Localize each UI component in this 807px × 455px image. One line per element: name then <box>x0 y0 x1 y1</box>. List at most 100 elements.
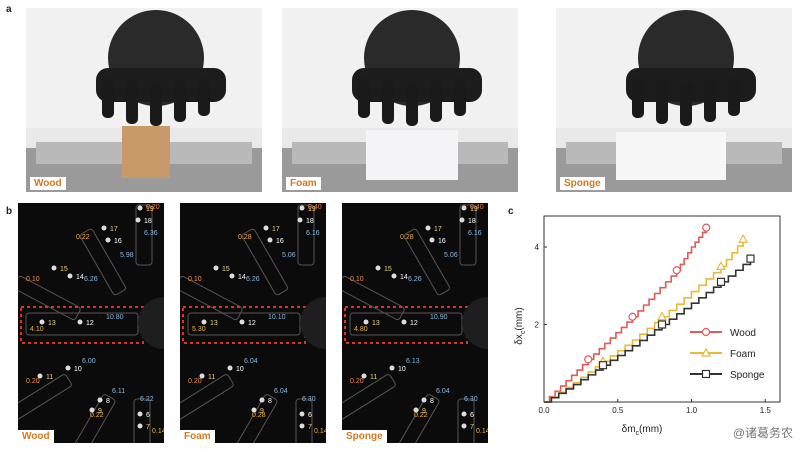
sensor-value-15: 0.10 <box>350 276 364 283</box>
sensor-value-13: 4.10 <box>30 326 44 333</box>
x-tick-label: 1.5 <box>760 406 772 415</box>
sensor-id-7: 7 <box>308 424 312 431</box>
sensor-dot-17 <box>101 225 107 231</box>
sensor-dot-9 <box>89 407 95 413</box>
sensor-id-11: 11 <box>46 374 53 381</box>
wood-block <box>122 126 170 178</box>
finger-strip <box>404 228 450 296</box>
sensor-id-16: 16 <box>438 238 446 245</box>
finger-strip <box>80 228 126 296</box>
finger-strip <box>135 204 153 266</box>
sensor-dot-8 <box>259 397 265 403</box>
tactile-label-wood: Wood <box>18 430 54 443</box>
sensor-id-19: 19 <box>146 206 154 213</box>
sensor-dot-8 <box>421 397 427 403</box>
panel-a-letter: a <box>6 4 12 15</box>
photo-wood: Wood <box>26 8 262 192</box>
sensor-value-14: 6.26 <box>84 276 98 283</box>
tactile-sensor-map: 6 6.30 70.14 86.04 90.22 106.13 11 0.20 12 10.90 1… <box>342 204 488 443</box>
sensor-id-10: 10 <box>74 366 82 373</box>
photo-label-sponge: Sponge <box>560 177 605 190</box>
sensor-dot-9 <box>413 407 419 413</box>
sensor-dot-10 <box>227 365 233 371</box>
finger-strip <box>459 204 477 266</box>
sensor-id-13: 13 <box>210 320 218 327</box>
sensor-value-6: 6.30 <box>302 396 316 403</box>
highlight-box <box>182 306 306 344</box>
sensor-dot-11 <box>37 373 43 379</box>
legend-label-foam: Foam <box>730 349 756 360</box>
data-point-sponge <box>716 277 726 286</box>
y-axis-label: δxc(mm) <box>514 307 527 344</box>
sensor-id-9: 9 <box>422 408 426 415</box>
sensor-value-19: 0.40 <box>308 204 322 211</box>
sensor-value-10: 6.04 <box>244 358 258 365</box>
photo-sponge: Sponge <box>556 8 792 192</box>
sensor-dot-11 <box>361 373 367 379</box>
sensor-dot-7 <box>299 423 305 429</box>
sensor-id-8: 8 <box>106 398 110 405</box>
sensor-value-8: 6.04 <box>274 388 288 395</box>
x-axis-label: δmc(mm) <box>622 424 663 437</box>
data-point-sponge <box>598 361 608 370</box>
sensor-id-15: 15 <box>60 266 68 273</box>
data-point-wood <box>672 266 681 275</box>
sensor-value-13: 4.80 <box>354 326 368 333</box>
legend-marker-sponge <box>701 369 711 379</box>
sensor-dot-12 <box>77 319 83 325</box>
sensor-id-10: 10 <box>236 366 244 373</box>
sensor-value-13: 5.30 <box>192 326 206 333</box>
finger-strip <box>74 394 116 443</box>
sensor-id-6: 6 <box>146 412 150 419</box>
sensor-dot-18 <box>297 217 303 223</box>
sensor-value-11: 0.20 <box>188 378 202 385</box>
sensor-dot-10 <box>65 365 71 371</box>
finger-strip <box>236 394 278 443</box>
palm <box>138 297 164 349</box>
sensor-dot-11 <box>199 373 205 379</box>
finger-strip <box>349 312 463 336</box>
x-tick-label: 1.0 <box>686 406 698 415</box>
sensor-id-7: 7 <box>146 424 150 431</box>
sensor-dot-15 <box>213 265 219 271</box>
highlight-box <box>344 306 468 344</box>
sensor-dot-10 <box>389 365 395 371</box>
sensor-dot-6 <box>461 411 467 417</box>
tactile-map-sponge: 6 6.30 7 0.14 8 6.04 9 0.22 10 6.13 11 0.20 12 10.90 1… <box>342 203 488 443</box>
sensor-id-15: 15 <box>384 266 392 273</box>
sensor-value-7: 0.14 <box>314 428 326 435</box>
sensor-dot-17 <box>425 225 431 231</box>
finger-strip <box>342 374 396 422</box>
sensor-dot-18 <box>135 217 141 223</box>
palm <box>300 297 326 349</box>
sensor-dot-7 <box>137 423 143 429</box>
finger-strip <box>342 275 405 321</box>
sensor-value-8: 6.04 <box>436 388 450 395</box>
sensor-id-12: 12 <box>86 320 94 327</box>
sensor-value-11: 0.20 <box>350 378 364 385</box>
finger-strip <box>18 374 72 422</box>
finger-strip <box>295 398 313 443</box>
sensor-value-12: 10.90 <box>430 314 448 321</box>
sensor-id-17: 17 <box>110 226 118 233</box>
sensor-value-7: 0.14 <box>476 428 488 435</box>
sensor-id-11: 11 <box>208 374 215 381</box>
sensor-id-19: 19 <box>470 206 478 213</box>
y-tick-label: 2 <box>535 321 540 330</box>
sensor-id-14: 14 <box>400 274 408 281</box>
sensor-dot-6 <box>299 411 305 417</box>
sensor-dot-18 <box>459 217 465 223</box>
sensor-value-10: 6.00 <box>82 358 96 365</box>
sponge-block <box>616 132 726 180</box>
sensor-id-12: 12 <box>248 320 256 327</box>
sensor-value-17: 0.22 <box>76 234 90 241</box>
legend-label-wood: Wood <box>730 328 756 339</box>
tactile-map-wood: 6 6.22 7 0.14 8 6.11 9 0.22 10 6.00 11 0.20 12 10.80 1… <box>18 203 164 443</box>
sensor-value-7: 0.14 <box>152 428 164 435</box>
data-point-foam <box>656 311 668 321</box>
sensor-dot-15 <box>51 265 57 271</box>
sensor-id-6: 6 <box>308 412 312 419</box>
tactile-sensor-map: 66.3070.1486.0490.28106.04110.201210.101… <box>180 204 326 443</box>
data-point-wood <box>702 223 711 232</box>
robot-hand-photo <box>26 8 262 192</box>
